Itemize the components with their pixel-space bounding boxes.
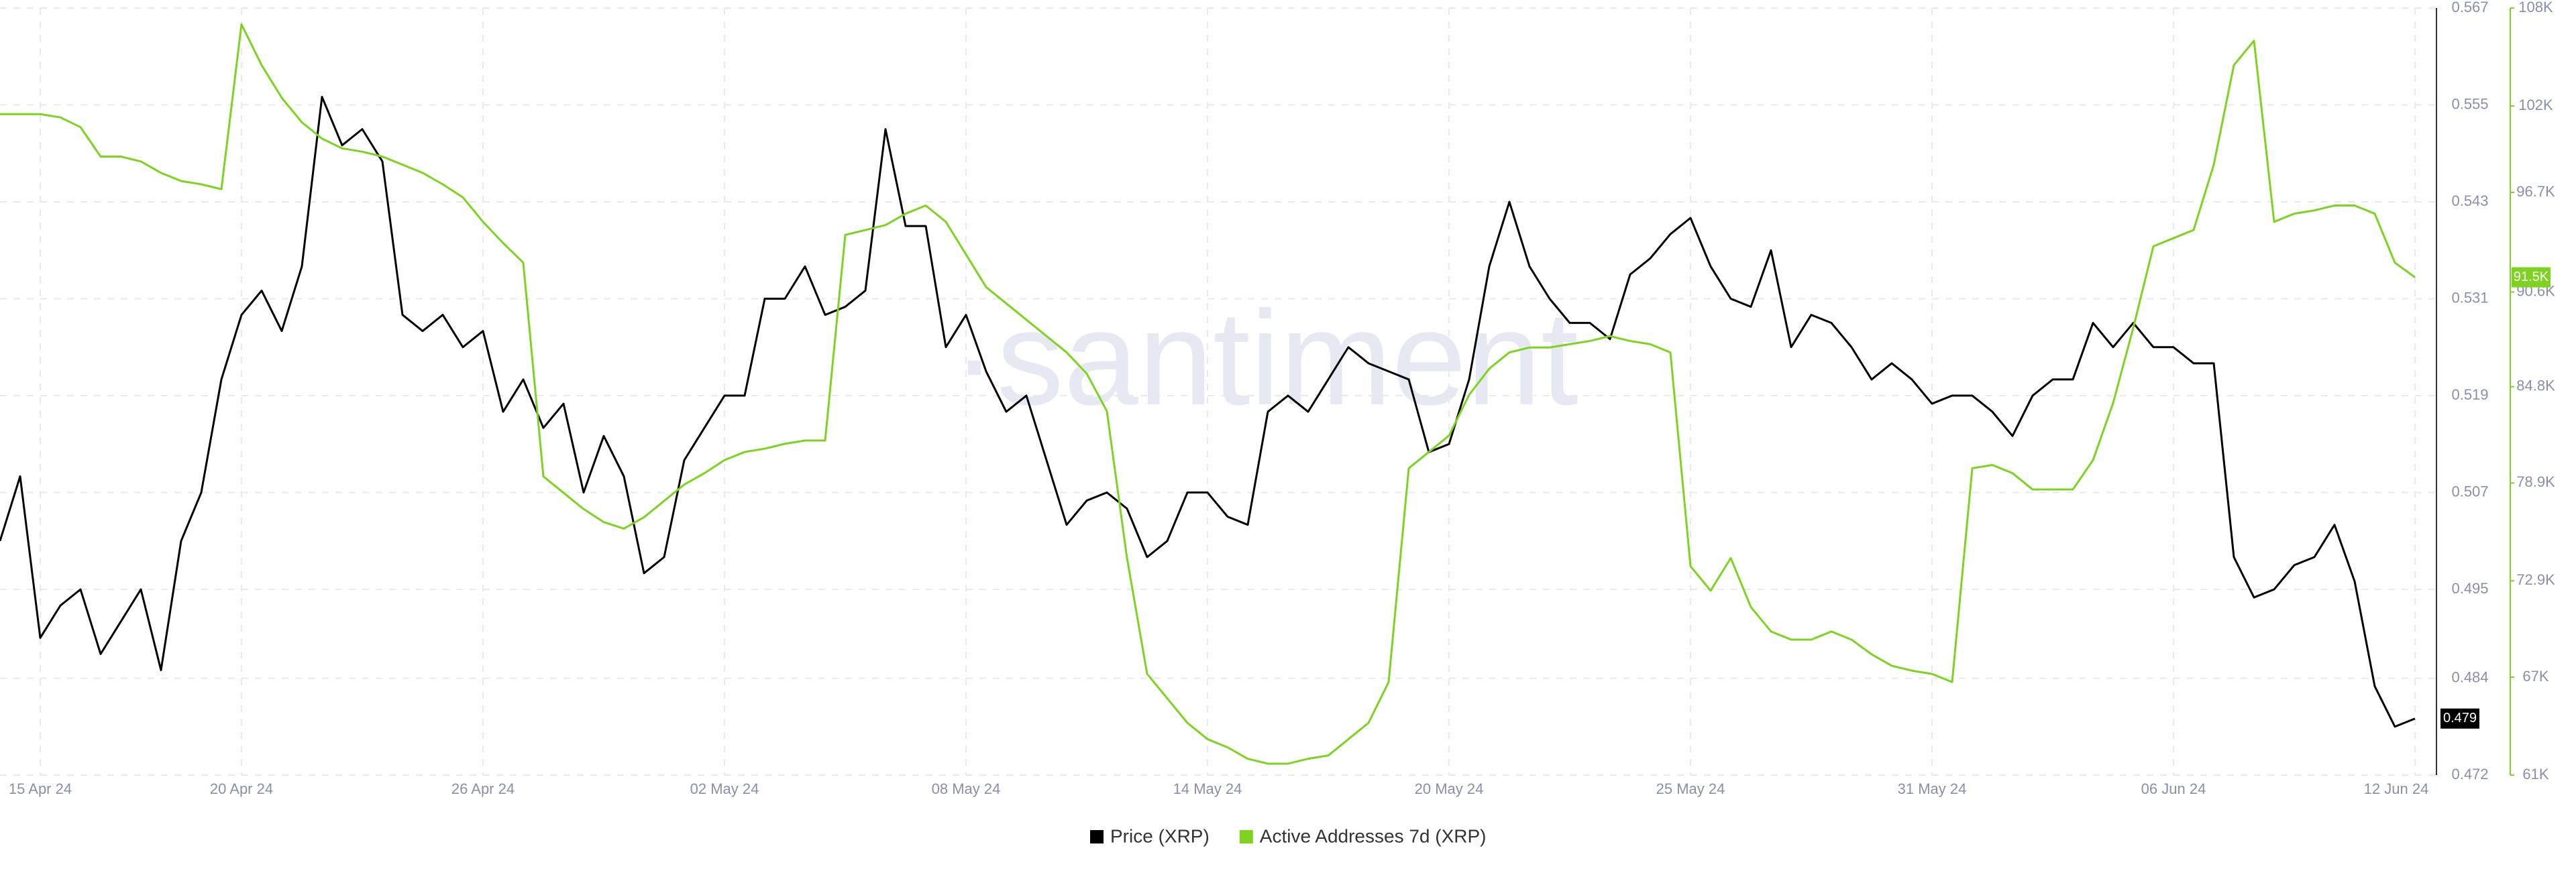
x-tick-label: 20 Apr 24: [210, 780, 273, 797]
watermark: ·santiment: [952, 284, 1578, 433]
y2-tick-label: 96.7K: [2516, 183, 2555, 200]
x-tick-label: 20 May 24: [1415, 780, 1484, 797]
y-tick-label: 0.495: [2451, 580, 2488, 597]
y2-tick-label: 67K: [2522, 668, 2548, 685]
series-line: [0, 23, 2416, 765]
y-tick-label: 0.472: [2451, 766, 2488, 782]
y-tick-label: 0.555: [2451, 95, 2488, 112]
x-tick-label: 08 May 24: [932, 780, 1001, 797]
x-tick-label: 14 May 24: [1173, 780, 1242, 797]
legend-swatch: [1239, 830, 1253, 843]
y-tick-label: 0.567: [2451, 0, 2488, 15]
legend-label: Price (XRP): [1110, 825, 1210, 846]
y-tick-label: 0.519: [2451, 386, 2488, 403]
y-tick-label: 0.484: [2451, 668, 2488, 685]
legend-swatch: [1090, 830, 1104, 843]
y2-tick-label: 61K: [2522, 766, 2548, 782]
y2-tick-label: 78.9K: [2516, 473, 2555, 490]
last-value-label: 91.5K: [2514, 270, 2549, 284]
series-line: [0, 95, 2416, 728]
x-tick-label: 31 May 24: [1898, 780, 1967, 797]
x-tick-label: 12 Jun 24: [2364, 780, 2429, 797]
x-tick-label: 26 Apr 24: [451, 780, 515, 797]
y2-tick-label: 108K: [2518, 0, 2553, 15]
y-tick-label: 0.507: [2451, 483, 2488, 500]
x-tick-label: 06 Jun 24: [2141, 780, 2206, 797]
last-value-tag: [2440, 708, 2479, 729]
last-value-label: 0.479: [2443, 711, 2477, 725]
x-tick-label: 15 Apr 24: [9, 780, 72, 797]
y-tick-label: 0.531: [2451, 289, 2488, 306]
y2-tick-label: 84.8K: [2516, 377, 2555, 394]
y-tick-label: 0.543: [2451, 192, 2488, 209]
last-value-tag: [2512, 267, 2551, 288]
y2-tick-label: 102K: [2518, 97, 2553, 113]
legend-label: Active Addresses 7d (XRP): [1260, 825, 1487, 846]
y2-tick-label: 72.9K: [2516, 571, 2555, 588]
x-tick-label: 02 May 24: [690, 780, 759, 797]
x-tick-label: 25 May 24: [1656, 780, 1725, 797]
